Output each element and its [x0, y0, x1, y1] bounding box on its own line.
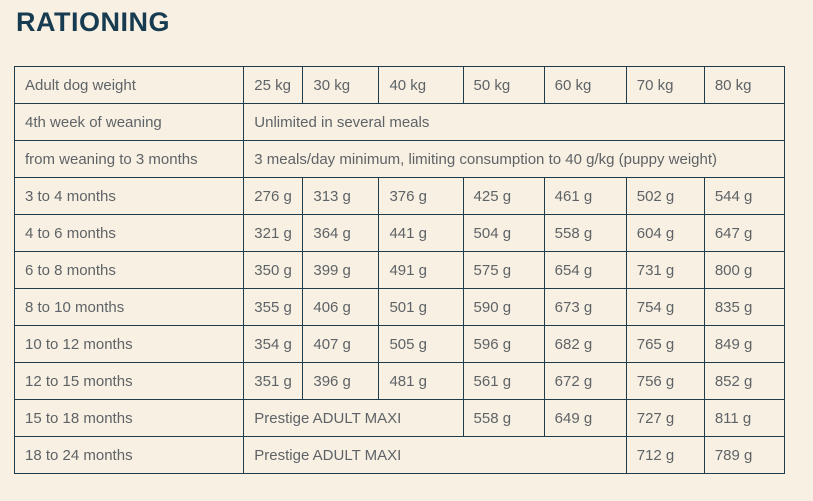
cell-value: 654 g [543, 251, 627, 289]
cell-value: 852 g [703, 362, 786, 400]
cell-value: 596 g [462, 325, 545, 363]
row-label: 10 to 12 months [13, 325, 245, 363]
row-label: 12 to 15 months [13, 362, 245, 400]
cell-value: 491 g [378, 251, 464, 289]
cell-value: 505 g [378, 325, 464, 363]
row-label: from weaning to 3 months [13, 140, 245, 178]
table-row: 12 to 15 months 351 g 396 g 481 g 561 g … [13, 362, 786, 400]
cell-value: 396 g [302, 362, 380, 400]
row-label: 15 to 18 months [13, 399, 245, 437]
cell-value: 406 g [302, 288, 380, 326]
merged-product-cell: Prestige ADULT MAXI [243, 399, 464, 437]
cell-value: 849 g [703, 325, 786, 363]
cell-value: 575 g [462, 251, 545, 289]
cell-value: 321 g [243, 214, 304, 252]
cell-value: 649 g [543, 399, 627, 437]
row-label: 4th week of weaning [13, 103, 245, 141]
cell-value: 727 g [625, 399, 705, 437]
rationing-table: Adult dog weight 25 kg 30 kg 40 kg 50 kg… [13, 66, 786, 474]
cell-value: 835 g [703, 288, 786, 326]
table-row: from weaning to 3 months 3 meals/day min… [13, 140, 785, 178]
col-header-80kg: 80 kg [703, 66, 786, 104]
cell-value: 604 g [625, 214, 705, 252]
cell-value: 754 g [625, 288, 705, 326]
table-row: 6 to 8 months 350 g 399 g 491 g 575 g 65… [13, 251, 786, 289]
cell-value: 351 g [243, 362, 304, 400]
merged-note-cell: 3 meals/day minimum, limiting consumptio… [243, 140, 785, 178]
row-label: 6 to 8 months [13, 251, 245, 289]
merged-product-cell: Prestige ADULT MAXI [243, 436, 627, 474]
cell-value: 558 g [462, 399, 545, 437]
cell-value: 501 g [378, 288, 464, 326]
row-label: Adult dog weight [13, 66, 245, 104]
cell-value: 502 g [625, 177, 705, 215]
table-row: 15 to 18 months Prestige ADULT MAXI 558 … [13, 399, 786, 437]
cell-value: 504 g [462, 214, 545, 252]
row-label: 4 to 6 months [13, 214, 245, 252]
table-row: 10 to 12 months 354 g 407 g 505 g 596 g … [13, 325, 786, 363]
col-header-25kg: 25 kg [243, 66, 304, 104]
row-label: 3 to 4 months [13, 177, 245, 215]
cell-value: 811 g [703, 399, 786, 437]
cell-value: 544 g [703, 177, 786, 215]
cell-value: 765 g [625, 325, 705, 363]
col-header-60kg: 60 kg [543, 66, 627, 104]
table-row: 8 to 10 months 355 g 406 g 501 g 590 g 6… [13, 288, 786, 326]
table-row: 4 to 6 months 321 g 364 g 441 g 504 g 55… [13, 214, 786, 252]
cell-value: 647 g [703, 214, 786, 252]
merged-note-cell: Unlimited in several meals [243, 103, 785, 141]
cell-value: 682 g [543, 325, 627, 363]
col-header-30kg: 30 kg [302, 66, 380, 104]
page-title: RATIONING [16, 7, 170, 37]
cell-value: 558 g [543, 214, 627, 252]
cell-value: 354 g [243, 325, 304, 363]
cell-value: 789 g [703, 436, 786, 474]
cell-value: 461 g [543, 177, 627, 215]
table-row-header: Adult dog weight 25 kg 30 kg 40 kg 50 kg… [13, 66, 786, 104]
cell-value: 376 g [378, 177, 464, 215]
cell-value: 350 g [243, 251, 304, 289]
cell-value: 673 g [543, 288, 627, 326]
cell-value: 407 g [302, 325, 380, 363]
cell-value: 731 g [625, 251, 705, 289]
table-row: 3 to 4 months 276 g 313 g 376 g 425 g 46… [13, 177, 786, 215]
cell-value: 800 g [703, 251, 786, 289]
cell-value: 590 g [462, 288, 545, 326]
cell-value: 425 g [462, 177, 545, 215]
cell-value: 756 g [625, 362, 705, 400]
cell-value: 481 g [378, 362, 464, 400]
cell-value: 355 g [243, 288, 304, 326]
table-row: 4th week of weaning Unlimited in several… [13, 103, 785, 141]
cell-value: 399 g [302, 251, 380, 289]
cell-value: 561 g [462, 362, 545, 400]
col-header-40kg: 40 kg [378, 66, 464, 104]
cell-value: 712 g [625, 436, 705, 474]
cell-value: 364 g [302, 214, 380, 252]
col-header-50kg: 50 kg [462, 66, 545, 104]
table-row: 18 to 24 months Prestige ADULT MAXI 712 … [13, 436, 786, 474]
cell-value: 313 g [302, 177, 380, 215]
cell-value: 672 g [543, 362, 627, 400]
row-label: 18 to 24 months [13, 436, 245, 474]
cell-value: 441 g [378, 214, 464, 252]
col-header-70kg: 70 kg [625, 66, 705, 104]
row-label: 8 to 10 months [13, 288, 245, 326]
cell-value: 276 g [243, 177, 304, 215]
